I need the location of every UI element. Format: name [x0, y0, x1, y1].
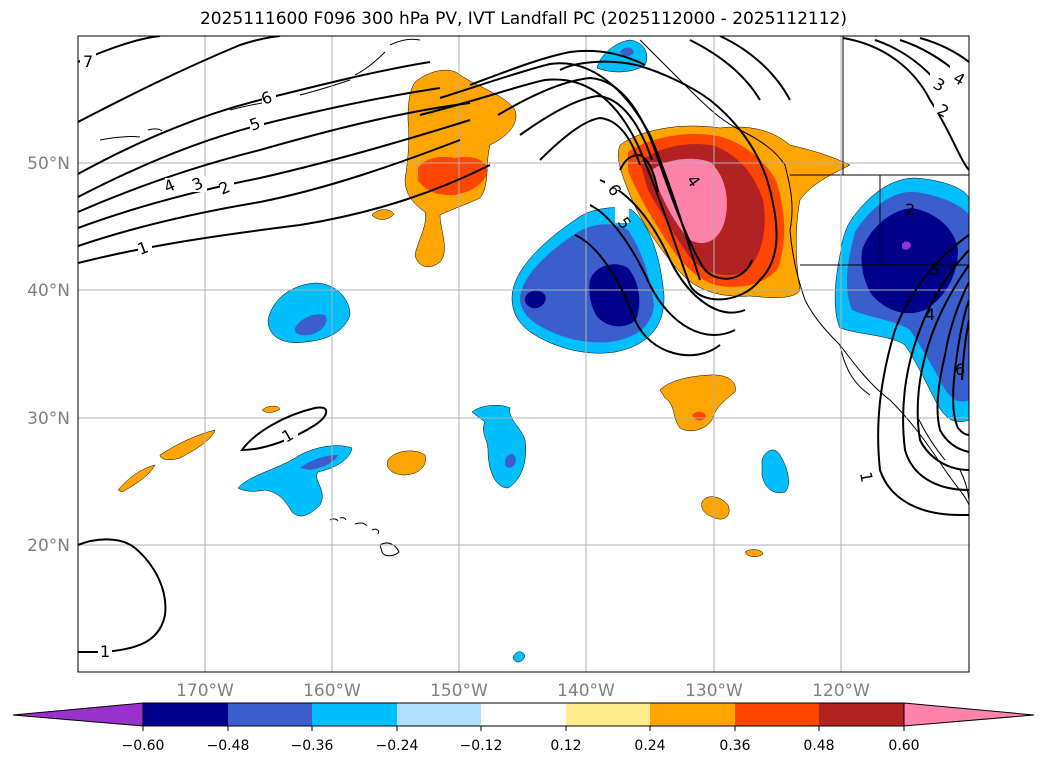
- colorbar-segment: [735, 703, 819, 726]
- ivt-negative-region: [300, 455, 338, 470]
- ivt-positive-region: [652, 158, 727, 244]
- ivt-positive-region: [117, 464, 156, 493]
- ivt-negative-region: [861, 208, 958, 314]
- ivt-positive-region: [159, 429, 216, 460]
- contour-label-4d: 5: [930, 260, 940, 279]
- map-background: [78, 36, 969, 672]
- colorbar-tick-label: 0.60: [888, 738, 919, 754]
- colorbar-tick-label: −0.36: [291, 738, 334, 754]
- ivt-negative-region: [505, 454, 516, 468]
- ivt-negative-region: [471, 404, 526, 489]
- colorbar-tick-label: −0.60: [122, 738, 165, 754]
- colorbar-extend-low: [12, 702, 144, 727]
- colorbar-segment: [650, 703, 735, 726]
- gridlines: [78, 36, 969, 672]
- contour-label-5c: 4: [925, 305, 935, 324]
- ivt-positive-region: [659, 374, 736, 431]
- lon-label-140W: 140°W: [557, 681, 615, 701]
- contour-label-6c: 6: [955, 360, 965, 379]
- colorbar-segment: [819, 703, 904, 726]
- ivt-negative-region: [589, 264, 640, 327]
- colorbar-segment: [397, 703, 481, 726]
- colorbar-segment: [566, 703, 650, 726]
- contour-label-7: 7: [83, 52, 93, 71]
- lat-label-30N: 30°N: [27, 409, 70, 429]
- lat-label-20N: 20°N: [27, 536, 70, 556]
- lat-label-40N: 40°N: [27, 281, 70, 301]
- ivt-positive-region: [371, 209, 395, 220]
- colorbar-tick-label: 0.24: [634, 738, 665, 754]
- lon-label-160W: 160°W: [303, 681, 361, 701]
- colorbar-segment: [228, 703, 312, 726]
- lon-label-150W: 150°W: [430, 681, 488, 701]
- colorbar-tick-label: −0.12: [460, 738, 503, 754]
- ivt-negative-region: [294, 314, 327, 336]
- colorbar-tick-label: 0.48: [803, 738, 834, 754]
- ivt-positive-region: [387, 450, 426, 476]
- colorbar-tick-label: 0.12: [550, 738, 581, 754]
- map-frame: [77, 35, 970, 673]
- colorbar-segment: [312, 703, 397, 726]
- lon-label-130W: 130°W: [685, 681, 743, 701]
- contour-label-2c: 2: [905, 200, 915, 219]
- ivt-negative-region: [512, 651, 526, 663]
- colorbar: −0.60 −0.48 −0.36 −0.24 −0.12 0.12 0.24 …: [12, 702, 1035, 754]
- ivt-positive-region: [418, 156, 488, 196]
- ivt-negative-region: [902, 241, 911, 250]
- lon-label-120W: 120°W: [812, 681, 870, 701]
- contour-label-1d: 1: [856, 470, 876, 483]
- lat-label-50N: 50°N: [27, 154, 70, 174]
- ivt-positive-region: [261, 405, 281, 413]
- lon-label-170W: 170°W: [176, 681, 234, 701]
- colorbar-segment: [143, 703, 228, 726]
- hawaii-islands: [329, 517, 400, 557]
- ivt-positive-region: [744, 549, 764, 557]
- contour-label-1c: 1: [100, 642, 110, 661]
- plot-title: 2025111600 F096 300 hPa PV, IVT Landfall…: [199, 9, 847, 29]
- colorbar-tick-label: 0.36: [719, 738, 750, 754]
- colorbar-tick-label: −0.48: [207, 738, 250, 754]
- colorbar-tick-label: −0.24: [376, 738, 419, 754]
- colorbar-extend-high: [903, 702, 1035, 727]
- ivt-negative-region: [761, 449, 789, 493]
- ivt-negative-region: [620, 47, 634, 57]
- colorbar-segment: [481, 703, 566, 726]
- ivt-negative-region: [524, 290, 546, 309]
